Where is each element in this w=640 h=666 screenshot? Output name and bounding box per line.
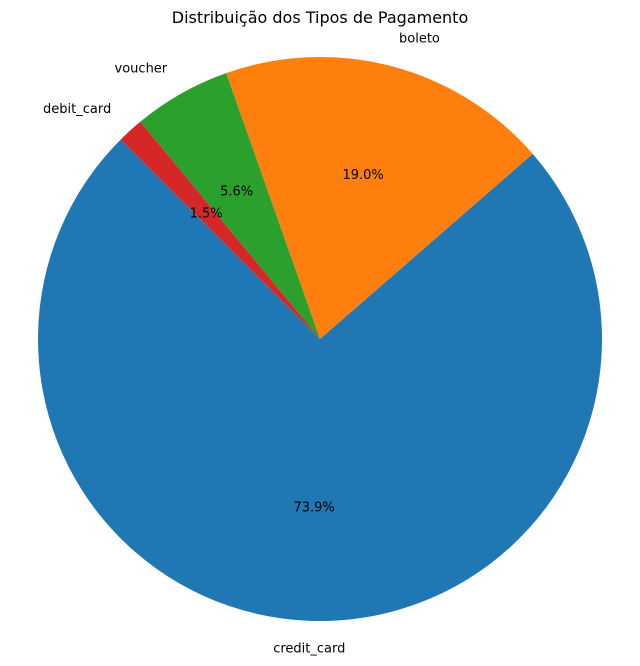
labels-layer: credit_card 73.9% boleto 19.0% voucher 5.6% de… [43,32,440,657]
pie-slice-credit-card [38,139,603,622]
slice-label-credit-card: credit_card [273,642,345,657]
chart-title: Distribuição dos Tipos de Pagamento [172,8,469,27]
pct-label-credit-card: 73.9% [293,501,334,516]
slice-label-debit-card: debit_card [43,102,111,117]
pie-slice-voucher [140,73,320,339]
pie-slice-debit-card [120,121,320,339]
pct-label-debit-card: 1.5% [190,206,223,221]
pie-slice-boleto [226,57,533,339]
slice-label-voucher: voucher [115,62,168,77]
pct-label-boleto: 19.0% [342,168,383,183]
slices-layer [38,57,603,622]
slice-label-boleto: boleto [399,32,440,47]
pct-label-voucher: 5.6% [220,184,253,199]
